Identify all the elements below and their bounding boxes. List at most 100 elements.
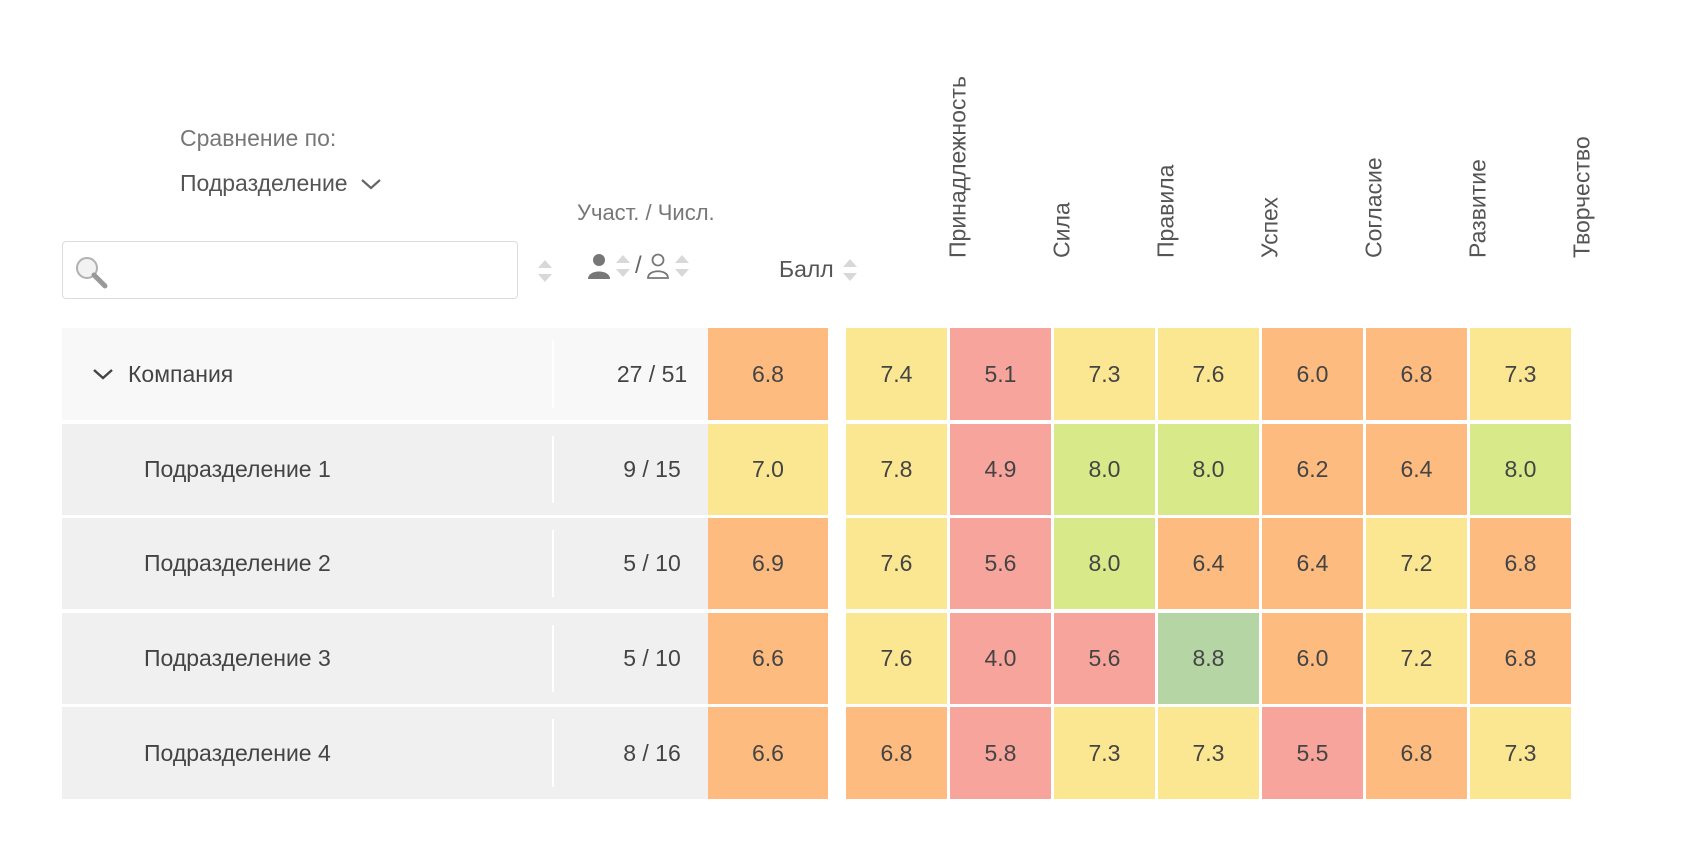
factor-cell: 8.8: [1158, 613, 1259, 704]
search-field[interactable]: [62, 241, 518, 299]
factor-cell: 8.0: [1054, 424, 1155, 515]
sort-participants-icon[interactable]: [615, 253, 631, 279]
factor-cell: 7.3: [1470, 707, 1571, 799]
sort-score-icon[interactable]: [842, 257, 858, 283]
row-name: Подразделение 4: [144, 739, 331, 766]
factor-cell: 7.8: [846, 424, 947, 515]
factor-cell: 8.0: [1054, 518, 1155, 609]
factor-cell: 7.6: [846, 613, 947, 704]
row-counts: 5 / 10: [623, 550, 681, 576]
row-name-cell: Подразделение 4: [62, 707, 552, 799]
participant-outline-icon: [646, 253, 669, 279]
factor-header-label: Сила: [1048, 202, 1075, 258]
column-divider: [552, 625, 554, 692]
factor-header-label: Согласие: [1360, 157, 1387, 258]
factor-header-4[interactable]: Успех: [1250, 80, 1290, 285]
counts-separator: /: [635, 252, 642, 279]
table-row[interactable]: Подразделение 3 5 / 10 6.6 7.6 4.0 5.6 8.8 6.0 7…: [62, 613, 1650, 704]
factor-header-6[interactable]: Развитие: [1458, 80, 1498, 285]
factor-cell: 7.4: [846, 328, 947, 420]
row-name-cell: Подразделение 2: [62, 518, 552, 609]
factor-cell: 7.6: [1158, 328, 1259, 420]
factor-header-2[interactable]: Сила: [1042, 80, 1082, 285]
factor-cell: 6.2: [1262, 424, 1363, 515]
factor-cell: 7.3: [1470, 328, 1571, 420]
compare-by-value: Подразделение: [180, 170, 348, 196]
factor-cell: 6.0: [1262, 328, 1363, 420]
factor-cell: 7.3: [1054, 328, 1155, 420]
factor-cell: 4.0: [950, 613, 1051, 704]
row-name: Подразделение 1: [144, 456, 331, 482]
factor-cell: 7.3: [1158, 707, 1259, 799]
factor-cell: 6.8: [1366, 707, 1467, 799]
factor-cell: 8.0: [1470, 424, 1571, 515]
search-icon: [76, 257, 108, 289]
row-background: [62, 613, 753, 704]
score-header[interactable]: Балл: [779, 256, 858, 283]
row-name-cell: Подразделение 1: [62, 424, 552, 515]
row-background: [62, 328, 753, 420]
factor-cell: 6.4: [1158, 518, 1259, 609]
chevron-down-icon: [360, 178, 381, 189]
score-header-label: Балл: [779, 256, 834, 282]
factor-cell: 5.1: [950, 328, 1051, 420]
factor-header-7[interactable]: Творчество: [1562, 80, 1602, 285]
factor-cell: 7.6: [846, 518, 947, 609]
row-counts: 9 / 15: [623, 456, 681, 482]
company-row[interactable]: Компания 27 / 51 6.8 7.4 5.1 7.3 7.6 6.0 6.8 7.3: [62, 328, 1650, 420]
search-input[interactable]: [115, 248, 511, 292]
factor-cell: 6.8: [846, 707, 947, 799]
row-background: [62, 424, 753, 515]
row-counts: 5 / 10: [623, 645, 681, 671]
factor-cell: 7.2: [1366, 518, 1467, 609]
factor-header-3[interactable]: Правила: [1146, 80, 1186, 285]
row-name: Подразделение 2: [144, 550, 331, 576]
column-divider: [552, 719, 554, 787]
factor-header-1[interactable]: Принадлежность: [938, 76, 978, 285]
row-counts: 8 / 16: [623, 739, 681, 766]
sort-total-icon[interactable]: [674, 253, 690, 279]
score-cell: 6.9: [708, 518, 828, 609]
column-divider: [552, 340, 554, 408]
score-cell: 6.8: [708, 328, 828, 420]
score-cell: 7.0: [708, 424, 828, 515]
row-background: [62, 707, 753, 799]
factor-cell: 6.0: [1262, 613, 1363, 704]
factor-cell: 6.8: [1366, 328, 1467, 420]
compare-by-label: Сравнение по:: [180, 125, 337, 151]
counts-header: Участ. / Числ.: [577, 200, 715, 225]
row-name-cell[interactable]: Компания: [62, 328, 552, 420]
column-divider: [552, 436, 554, 503]
counts-header-icons: /: [587, 252, 690, 280]
factor-header-label: Принадлежность: [944, 76, 971, 258]
row-name-cell: Подразделение 3: [62, 613, 552, 704]
factor-header-label: Правила: [1152, 164, 1179, 258]
factor-cell: 5.5: [1262, 707, 1363, 799]
chevron-down-icon[interactable]: [92, 367, 114, 381]
sort-name-icon[interactable]: [537, 258, 553, 284]
row-name: Подразделение 3: [144, 645, 331, 671]
column-divider: [552, 530, 554, 597]
factor-cell: 5.6: [950, 518, 1051, 609]
factor-cell: 5.6: [1054, 613, 1155, 704]
factor-header-label: Творчество: [1568, 136, 1595, 258]
compare-by-dropdown[interactable]: Подразделение: [180, 170, 382, 197]
factor-cell: 8.0: [1158, 424, 1259, 515]
factor-cell: 6.4: [1366, 424, 1467, 515]
factor-cell: 5.8: [950, 707, 1051, 799]
factor-header-label: Развитие: [1464, 159, 1491, 258]
factor-cell: 7.3: [1054, 707, 1155, 799]
factor-header-5[interactable]: Согласие: [1354, 80, 1394, 285]
score-cell: 6.6: [708, 707, 828, 799]
factor-cell: 6.4: [1262, 518, 1363, 609]
row-background: [62, 518, 753, 609]
score-cell: 6.6: [708, 613, 828, 704]
row-name: Компания: [128, 360, 234, 387]
factor-cell: 6.8: [1470, 613, 1571, 704]
participant-filled-icon: [588, 254, 610, 279]
factor-header-label: Успех: [1256, 197, 1283, 258]
factor-cell: 7.2: [1366, 613, 1467, 704]
